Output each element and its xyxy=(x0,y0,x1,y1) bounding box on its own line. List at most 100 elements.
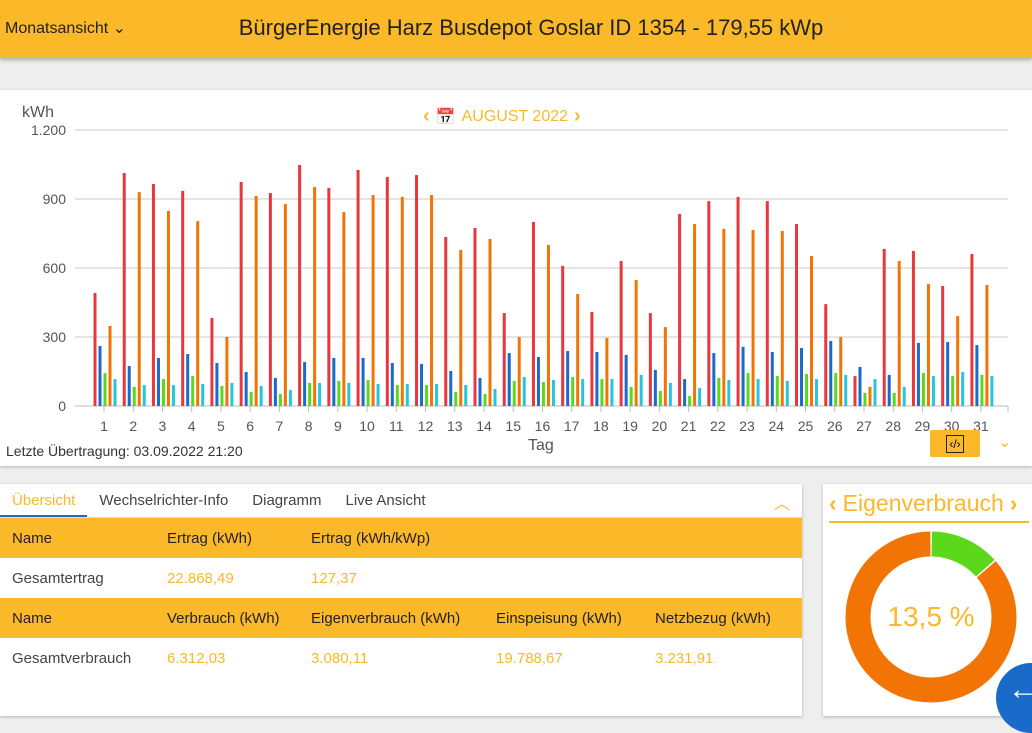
x-tick-label: 3 xyxy=(159,418,167,434)
tab-diagramm[interactable]: Diagramm xyxy=(252,492,322,509)
bar xyxy=(113,379,117,406)
overview-card: Übersicht Wechselrichter-Info Diagramm L… xyxy=(0,484,802,716)
bar xyxy=(522,377,526,406)
expand-chevron-icon[interactable]: ⌄ xyxy=(998,434,1012,451)
bar xyxy=(142,385,146,406)
bar xyxy=(98,345,102,406)
bar xyxy=(683,379,687,406)
view-select[interactable]: Monatsansicht ⌄ xyxy=(5,18,126,38)
col-ertrag-kwp: Ertrag (kWh/kWp) xyxy=(311,529,431,547)
x-tick-label: 12 xyxy=(418,418,434,434)
bar xyxy=(366,380,370,406)
bar xyxy=(483,394,487,406)
prev-month-button[interactable]: ‹ xyxy=(423,105,430,127)
bar xyxy=(911,250,915,406)
bar xyxy=(600,379,604,406)
bar xyxy=(122,173,126,406)
bar xyxy=(951,376,955,406)
bar xyxy=(181,190,185,406)
tab-bar: Übersicht Wechselrichter-Info Diagramm L… xyxy=(0,484,802,518)
tab-uebersicht[interactable]: Übersicht xyxy=(0,484,88,517)
bar xyxy=(273,377,277,406)
x-tick-label: 14 xyxy=(476,418,492,434)
bar xyxy=(361,357,365,406)
bar xyxy=(887,374,891,406)
bar xyxy=(863,392,867,406)
bar xyxy=(658,391,662,406)
bar xyxy=(756,379,760,406)
next-month-button[interactable]: › xyxy=(574,105,581,127)
bar xyxy=(741,346,745,406)
bar xyxy=(327,187,331,406)
bar xyxy=(488,239,492,406)
y-tick-label: 1.200 xyxy=(31,122,66,138)
bar xyxy=(268,193,272,406)
y-tick-label: 900 xyxy=(43,191,67,207)
cell-ertrag: 22.868,49 xyxy=(167,569,234,587)
bar xyxy=(639,374,643,406)
cell-einspeisung: 19.788,67 xyxy=(496,649,563,667)
donut-slice-rest[interactable] xyxy=(845,531,1017,703)
donut-chart xyxy=(845,531,1017,703)
tab-wechselrichter-info[interactable]: Wechselrichter-Info xyxy=(99,492,229,509)
bar xyxy=(561,265,565,406)
bar xyxy=(868,386,872,406)
bar xyxy=(454,391,458,406)
cell-name: Gesamtverbrauch xyxy=(12,649,132,667)
bar xyxy=(196,221,200,406)
x-tick-label: 4 xyxy=(188,418,196,434)
x-tick-label: 11 xyxy=(389,418,404,434)
cell-netzbezug: 3.231,91 xyxy=(655,649,714,667)
bar xyxy=(834,373,838,406)
collapse-chevron-icon[interactable]: ︿ xyxy=(773,496,790,513)
bar xyxy=(444,236,448,406)
y-tick-label: 600 xyxy=(43,260,67,276)
calendar-icon[interactable]: 📅 xyxy=(435,108,456,126)
x-tick-label: 18 xyxy=(593,418,609,434)
bar xyxy=(161,379,165,406)
bar xyxy=(278,394,282,406)
bar xyxy=(892,392,896,406)
bar xyxy=(478,377,482,406)
bar xyxy=(215,362,219,406)
chart-card: kWh 0 300 600 900 1.200 1 2 3 4 5 6 7 8 9 10 11 12 13 14 15 1… xyxy=(0,90,1032,466)
bar xyxy=(941,285,945,406)
cell-ertrag-kwp: 127,37 xyxy=(311,569,357,587)
bar xyxy=(220,385,224,406)
bar xyxy=(249,391,253,406)
bar xyxy=(259,385,263,406)
next-chevron-icon[interactable]: › xyxy=(1009,490,1018,516)
prev-chevron-icon[interactable]: ‹ xyxy=(829,490,837,516)
bar xyxy=(191,376,195,406)
x-tick-label: 9 xyxy=(334,418,342,434)
bar xyxy=(678,213,682,406)
bar xyxy=(800,348,804,406)
bar xyxy=(493,388,497,406)
x-tick-label: 19 xyxy=(622,418,638,434)
month-label[interactable]: AUGUST 2022 xyxy=(461,107,569,125)
bar xyxy=(970,253,974,406)
bar xyxy=(931,376,935,406)
bar xyxy=(171,385,175,406)
bar xyxy=(916,342,920,406)
bar xyxy=(985,285,989,406)
bar xyxy=(795,224,799,406)
file-code-icon: ‹/› xyxy=(946,434,964,453)
x-tick-label: 8 xyxy=(305,418,313,434)
donut-title: Eigenverbrauch xyxy=(842,490,1004,516)
bar xyxy=(507,353,511,406)
y-tick-label: 300 xyxy=(43,329,67,345)
export-button[interactable]: ‹/› xyxy=(930,430,980,457)
tab-live-ansicht[interactable]: Live Ansicht xyxy=(345,492,426,509)
table-row: Gesamtertrag 22.868,49 127,37 xyxy=(0,558,802,598)
bar xyxy=(765,201,769,406)
bar xyxy=(356,170,360,406)
bar xyxy=(283,204,287,406)
bar xyxy=(137,192,141,406)
bar xyxy=(785,380,789,406)
bar xyxy=(688,396,692,406)
bar xyxy=(882,248,886,406)
bar xyxy=(746,373,750,406)
bar xyxy=(727,380,731,406)
